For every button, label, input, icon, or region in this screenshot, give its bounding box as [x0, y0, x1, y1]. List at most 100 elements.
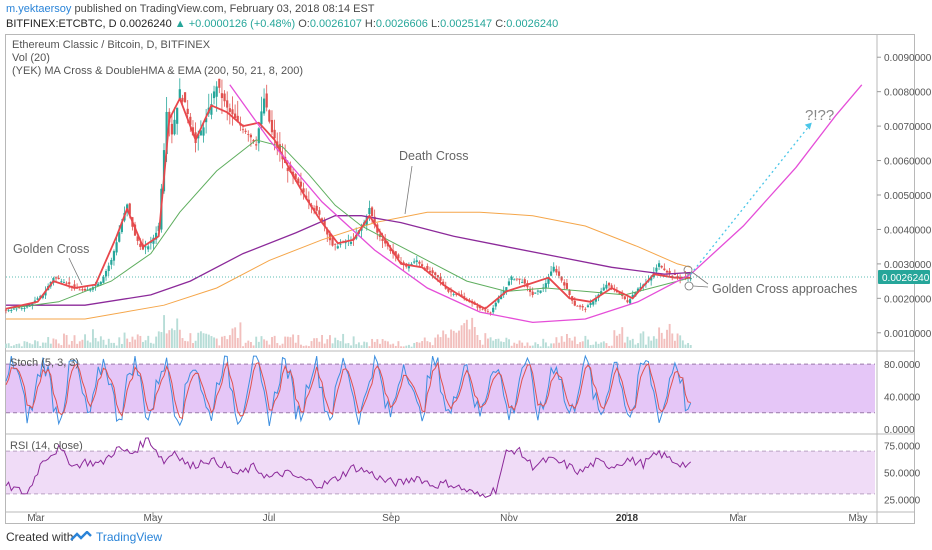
volume-bar — [105, 344, 108, 348]
volume-bar — [521, 342, 524, 348]
candle-body — [289, 164, 292, 173]
volume-bar — [136, 334, 139, 348]
candle-body — [168, 111, 171, 123]
candle-body — [539, 290, 542, 293]
death-cross-label: Death Cross — [399, 149, 468, 163]
candle-body — [178, 89, 181, 101]
volume-bar — [484, 333, 487, 348]
volume-bar — [268, 344, 271, 348]
volume-bar — [342, 333, 345, 348]
candle-body — [244, 130, 247, 132]
volume-bar — [479, 340, 481, 348]
volume-bar — [687, 343, 690, 348]
candle-body — [144, 246, 147, 248]
volume-bar — [23, 341, 26, 348]
candle-body — [394, 251, 397, 256]
candle-body — [492, 307, 495, 313]
volume-bar — [668, 323, 671, 348]
open-label: O: — [298, 18, 310, 30]
candle-body — [299, 181, 303, 187]
candle-body — [25, 306, 29, 308]
volume-bar — [518, 340, 521, 348]
candle-body — [589, 302, 592, 305]
author-link[interactable]: m.yektaersoy — [6, 3, 72, 15]
volume-bar — [128, 342, 131, 348]
candle-body — [581, 306, 584, 308]
volume-bar — [315, 338, 318, 348]
volume-bar — [113, 342, 115, 348]
approach-pointer — [692, 285, 709, 288]
candle-body — [452, 294, 455, 295]
rsi-line — [5, 437, 692, 498]
candle-body — [463, 296, 466, 299]
volume-bar — [255, 336, 258, 348]
volume-bar — [610, 345, 613, 348]
rsi-legend: RSI (14, close) — [10, 440, 83, 452]
candle-body — [428, 270, 432, 273]
volume-bar — [99, 336, 102, 348]
candle-body — [573, 300, 576, 306]
volume-bar — [205, 333, 208, 348]
volume-bar — [84, 334, 86, 348]
candle-body — [286, 167, 289, 172]
candle-body — [615, 291, 619, 293]
volume-bar — [73, 335, 76, 348]
volume-bar — [444, 334, 447, 348]
candle-body — [20, 308, 23, 309]
candle-body — [389, 248, 392, 252]
tradingview-brand[interactable]: TradingView — [96, 530, 163, 544]
volume-bar — [558, 342, 560, 348]
candle-body — [415, 260, 418, 262]
close-value: 0.0026240 — [506, 18, 559, 30]
volume-bar — [515, 343, 518, 348]
volume-bar — [5, 343, 7, 348]
volume-bar — [529, 345, 532, 348]
low-label: L: — [430, 18, 441, 30]
candle-body — [413, 261, 416, 263]
volume-bar — [637, 343, 639, 348]
volume-bar — [405, 345, 408, 348]
candle-body — [165, 111, 168, 155]
candle-body — [586, 305, 590, 308]
volume-bar — [60, 345, 63, 348]
volume-bar — [684, 344, 687, 348]
volume-bar — [497, 338, 500, 348]
volume-bar — [218, 345, 221, 348]
candle-body — [610, 285, 613, 288]
volume-bar — [579, 342, 582, 348]
volume-bar — [600, 342, 603, 348]
volume-bar — [176, 318, 179, 348]
volume-bar — [389, 344, 392, 348]
volume-bar — [149, 342, 152, 348]
candle-body — [444, 286, 447, 289]
candle-body — [199, 130, 202, 136]
volume-bar — [373, 341, 376, 348]
volume-bar — [542, 338, 545, 348]
volume-bar — [331, 343, 334, 348]
volume-bar — [534, 342, 537, 348]
candle-body — [484, 309, 487, 311]
candle-body — [326, 229, 329, 235]
volume-bar — [552, 343, 555, 348]
candle-body — [62, 282, 66, 283]
volume-bar — [28, 343, 31, 348]
volume-bar — [307, 346, 310, 348]
volume-bar — [265, 340, 268, 348]
candle-body — [18, 307, 21, 309]
candle-body — [523, 279, 526, 284]
volume-bar — [365, 342, 368, 348]
ma200-line — [6, 215, 691, 306]
candle-body — [478, 306, 482, 309]
volume-bar — [658, 327, 661, 348]
volume-bar — [39, 345, 42, 348]
candle-body — [260, 111, 263, 125]
y-tick-label: 0.0090000 — [884, 53, 932, 64]
candle-body — [592, 301, 595, 305]
volume-bar — [689, 344, 692, 348]
volume-bar — [168, 330, 171, 348]
candle-body — [36, 298, 39, 300]
candle-body — [294, 174, 297, 180]
publish-info: m.yektaersoy published on TradingView.co… — [6, 3, 375, 15]
volume-bar — [452, 330, 455, 348]
